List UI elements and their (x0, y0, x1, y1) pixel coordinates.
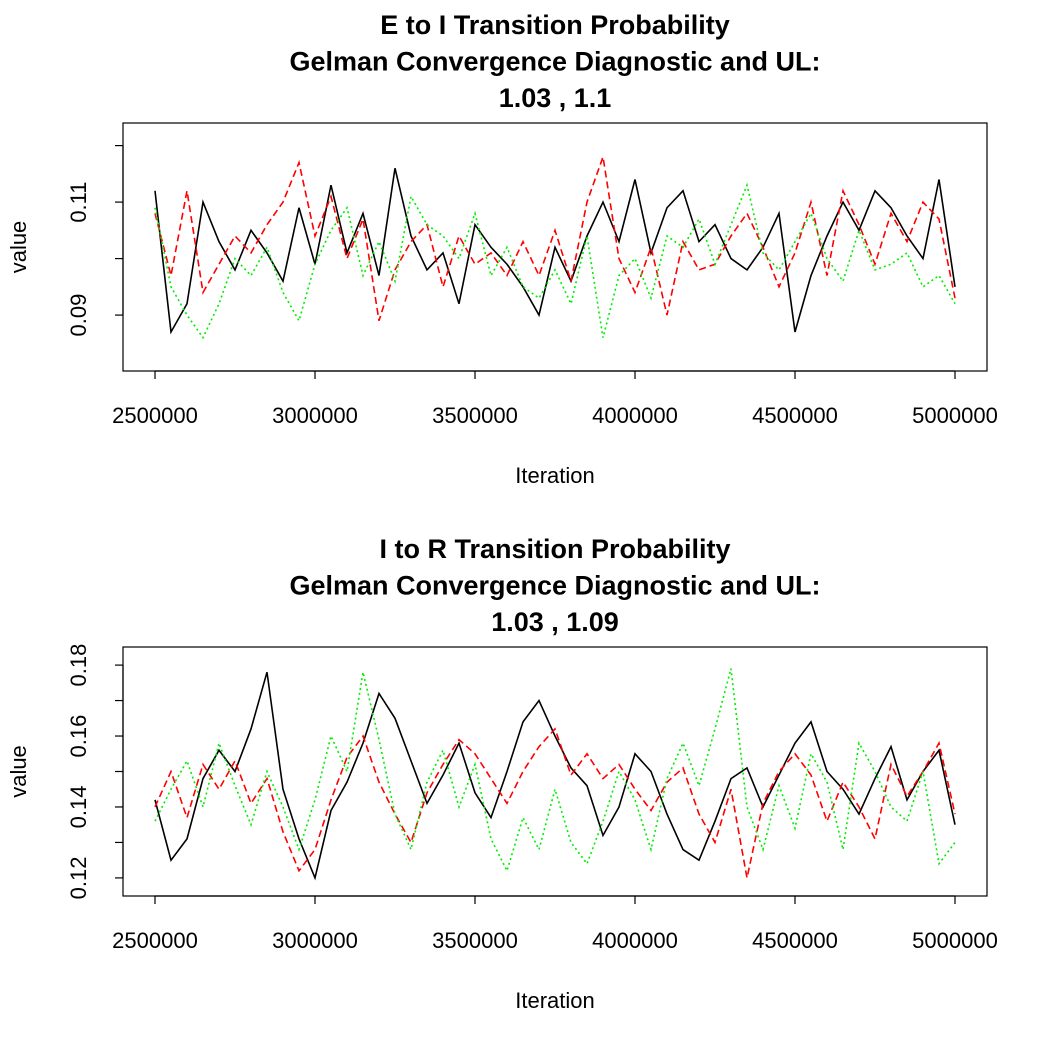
y-tick-label: 0.16 (66, 715, 91, 758)
chart-title: Gelman Convergence Diagnostic and UL: (289, 47, 820, 77)
x-tick-label: 4500000 (752, 928, 838, 953)
y-tick-label: 0.18 (66, 644, 91, 687)
series-line (154, 727, 956, 879)
chart-title: Gelman Convergence Diagnostic and UL: (289, 571, 820, 601)
x-tick-label: 5000000 (912, 928, 998, 953)
x-tick-label: 3000000 (272, 928, 358, 953)
x-axis-label: Iteration (515, 463, 595, 488)
y-axis-label: value (6, 745, 31, 798)
series-line (154, 671, 956, 881)
plot-frame (122, 646, 988, 897)
x-tick-label: 2500000 (112, 403, 198, 428)
y-tick-label: 0.09 (66, 294, 91, 337)
x-tick-label: 4000000 (592, 928, 678, 953)
chart-title: I to R Transition Probability (379, 534, 730, 564)
series-line (154, 668, 956, 873)
x-tick-label: 4500000 (752, 403, 838, 428)
series-line (154, 182, 956, 340)
x-axis-label: Iteration (515, 988, 595, 1013)
x-tick-label: 3500000 (432, 928, 518, 953)
x-tick-label: 3000000 (272, 403, 358, 428)
chart-title: 1.03 , 1.1 (499, 83, 612, 113)
y-tick-label: 0.12 (66, 856, 91, 899)
y-axis-label: value (6, 221, 31, 274)
series-line (154, 168, 956, 335)
y-tick-label: 0.11 (66, 181, 91, 222)
x-tick-label: 4000000 (592, 403, 678, 428)
panel: I to R Transition Probability Gelman Conv… (6, 534, 998, 1013)
chart-title: E to I Transition Probability (380, 10, 730, 40)
x-tick-label: 2500000 (112, 928, 198, 953)
panel: E to I Transition Probability Gelman Conv… (6, 10, 998, 488)
chart-title: 1.03 , 1.09 (491, 607, 619, 637)
series-line (154, 156, 956, 321)
x-tick-label: 3500000 (432, 403, 518, 428)
y-tick-label: 0.14 (66, 786, 91, 829)
x-tick-label: 5000000 (912, 403, 998, 428)
